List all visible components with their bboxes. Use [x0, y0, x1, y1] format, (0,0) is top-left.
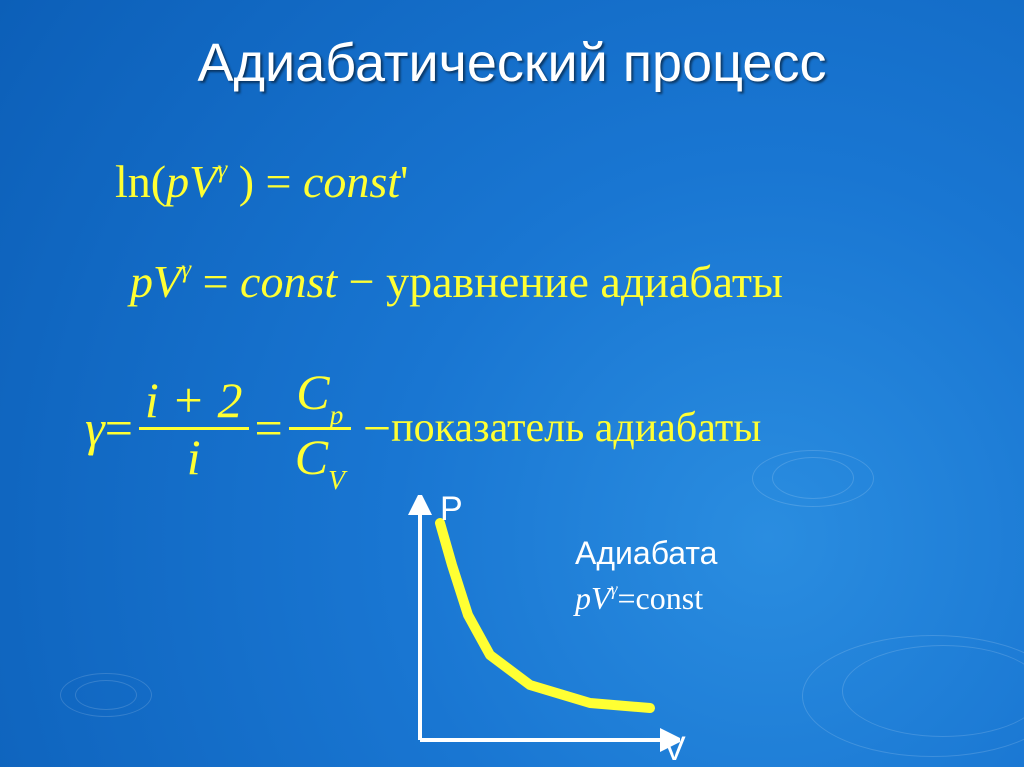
dash: − — [337, 256, 386, 307]
equation-gamma: γ = i + 2 i = Cp CV − показатель адиабат… — [85, 365, 761, 491]
equation-adiabat: pVγ = const − уравнение адиабаты — [130, 255, 783, 308]
C: C — [295, 429, 328, 485]
axis-label-p: P — [440, 490, 463, 529]
numerator-cp: Cp — [290, 365, 349, 427]
equals: = — [105, 399, 133, 457]
var-V: V — [153, 256, 181, 307]
decor-ripple — [752, 450, 874, 507]
var-p: p — [130, 256, 153, 307]
fraction-i: i + 2 i — [139, 373, 249, 484]
numerator: i + 2 — [139, 373, 249, 427]
decor-ripple — [772, 457, 854, 499]
C: C — [296, 364, 329, 420]
slide-title: Адиабатический процесс — [0, 32, 1024, 94]
pv: pV — [575, 580, 611, 616]
eq-const: =const — [617, 580, 703, 616]
gamma: γ — [85, 399, 105, 457]
sub-p: p — [330, 399, 344, 430]
gamma-label: показатель адиабаты — [391, 404, 761, 452]
slide: Адиабатический процесс ln(pVγ ) = const'… — [0, 0, 1024, 767]
adiabat-eq-label: уравнение адиабаты — [386, 256, 783, 307]
const: const — [240, 256, 337, 307]
curve-label: Адиабата — [575, 535, 717, 572]
axis-label-v: V — [663, 730, 686, 767]
close-paren: ) — [227, 156, 254, 207]
ln-prefix: ln( — [115, 156, 166, 207]
equals: = — [254, 156, 303, 207]
decor-ripple — [842, 645, 1024, 737]
dash: − — [363, 399, 391, 457]
equals: = — [191, 256, 240, 307]
denominator: i — [181, 430, 207, 484]
fraction-cp-cv: Cp CV — [289, 365, 351, 491]
decor-ripple — [802, 635, 1024, 757]
denominator-cv: CV — [289, 430, 351, 492]
equals: = — [255, 399, 283, 457]
var-V: V — [189, 156, 217, 207]
chart-svg — [380, 495, 680, 755]
decor-ripple — [60, 673, 152, 717]
exp-gamma: γ — [181, 255, 191, 283]
prime: ' — [400, 156, 408, 207]
exp-gamma: γ — [217, 155, 227, 183]
equation-ln: ln(pVγ ) = const' — [115, 155, 408, 208]
var-p: p — [166, 156, 189, 207]
const: const — [303, 156, 400, 207]
sub-V: V — [328, 464, 345, 495]
exp-gamma: γ — [611, 579, 618, 599]
decor-ripple — [75, 680, 137, 710]
curve-equation: pVγ=const — [575, 580, 703, 617]
